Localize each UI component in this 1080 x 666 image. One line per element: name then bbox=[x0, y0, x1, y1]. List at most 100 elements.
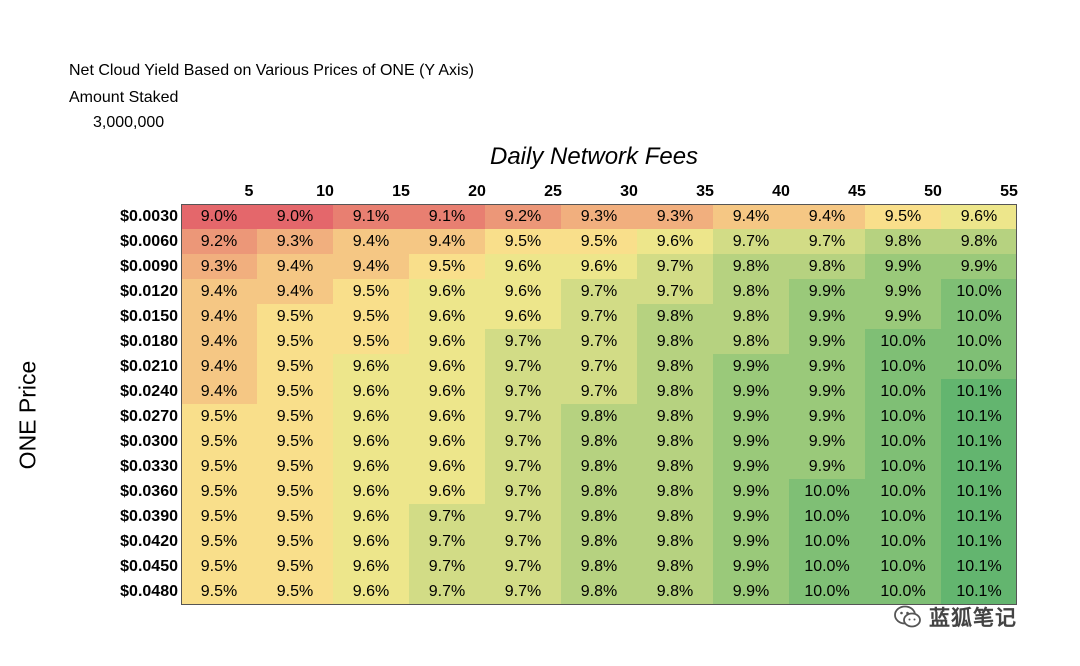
heatmap-cell: 9.4% bbox=[713, 204, 789, 229]
heatmap-cell: 9.7% bbox=[637, 254, 713, 279]
heatmap-cell: 9.2% bbox=[181, 229, 257, 254]
heatmap-cell: 9.6% bbox=[333, 579, 409, 604]
heatmap-cell: 10.0% bbox=[789, 504, 865, 529]
row-label: $0.0450 bbox=[120, 558, 178, 575]
col-label: 10 bbox=[316, 183, 334, 200]
heatmap-cell: 9.9% bbox=[789, 354, 865, 379]
heatmap-cell: 10.0% bbox=[865, 379, 941, 404]
heatmap-cell: 10.0% bbox=[865, 529, 941, 554]
heatmap-cell: 9.8% bbox=[637, 304, 713, 329]
heatmap-cell: 9.8% bbox=[941, 229, 1017, 254]
heatmap-cell: 10.0% bbox=[865, 454, 941, 479]
heatmap-cell: 9.6% bbox=[941, 204, 1017, 229]
row-label: $0.0420 bbox=[120, 533, 178, 550]
heatmap-cell: 9.6% bbox=[333, 429, 409, 454]
heatmap-cell: 9.9% bbox=[789, 429, 865, 454]
heatmap-cell: 9.9% bbox=[789, 304, 865, 329]
heatmap-cell: 9.8% bbox=[713, 254, 789, 279]
heatmap-cell: 9.5% bbox=[865, 204, 941, 229]
watermark-text: 蓝狐笔记 bbox=[929, 607, 1017, 630]
heatmap-cell: 9.8% bbox=[789, 254, 865, 279]
heatmap-cell: 10.1% bbox=[941, 554, 1017, 579]
row-label: $0.0180 bbox=[120, 333, 178, 350]
heatmap-cell: 9.7% bbox=[713, 229, 789, 254]
heatmap-cell: 9.7% bbox=[561, 329, 637, 354]
heatmap-cell: 9.1% bbox=[333, 204, 409, 229]
heatmap-cell: 9.0% bbox=[181, 204, 257, 229]
heatmap-cell: 9.5% bbox=[257, 504, 333, 529]
heatmap-cell: 9.5% bbox=[257, 379, 333, 404]
row-label: $0.0060 bbox=[120, 233, 178, 250]
heatmap-cell: 9.8% bbox=[637, 354, 713, 379]
heatmap-cell: 10.0% bbox=[789, 479, 865, 504]
row-label: $0.0360 bbox=[120, 483, 178, 500]
heatmap-cell: 10.0% bbox=[865, 579, 941, 604]
heatmap-cell: 9.7% bbox=[789, 229, 865, 254]
heatmap-cell: 9.3% bbox=[257, 229, 333, 254]
col-label: 50 bbox=[924, 183, 942, 200]
heatmap-cell: 9.5% bbox=[485, 229, 561, 254]
heatmap-cell: 9.9% bbox=[713, 379, 789, 404]
col-label: 55 bbox=[1000, 183, 1018, 200]
row-label: $0.0390 bbox=[120, 508, 178, 525]
heatmap-cell: 10.1% bbox=[941, 529, 1017, 554]
heatmap-cell: 9.9% bbox=[789, 404, 865, 429]
heatmap-cell: 9.6% bbox=[409, 279, 485, 304]
heatmap-cell: 9.6% bbox=[561, 254, 637, 279]
heatmap-cell: 9.6% bbox=[333, 529, 409, 554]
col-label: 30 bbox=[620, 183, 638, 200]
heatmap-cell: 9.7% bbox=[485, 504, 561, 529]
row-label: $0.0480 bbox=[120, 583, 178, 600]
heatmap-cell: 9.6% bbox=[409, 304, 485, 329]
heatmap-cell: 9.5% bbox=[181, 429, 257, 454]
heatmap-cell: 9.8% bbox=[637, 404, 713, 429]
amount-staked-value: 3,000,000 bbox=[93, 114, 165, 131]
heatmap-cell: 9.8% bbox=[637, 504, 713, 529]
heatmap-cell: 10.1% bbox=[941, 454, 1017, 479]
heatmap-cell: 9.7% bbox=[409, 554, 485, 579]
heatmap-cell: 9.6% bbox=[333, 554, 409, 579]
y-axis-title-wrapper: ONE Price bbox=[8, 361, 48, 470]
heatmap-cell: 9.7% bbox=[485, 379, 561, 404]
heatmap-cell: 9.9% bbox=[865, 279, 941, 304]
heatmap-cell: 9.6% bbox=[333, 454, 409, 479]
heatmap-cell: 9.5% bbox=[181, 579, 257, 604]
heatmap-cell: 9.9% bbox=[789, 279, 865, 304]
heatmap-cell: 9.5% bbox=[257, 554, 333, 579]
amount-staked-label: Amount Staked bbox=[69, 89, 179, 106]
heatmap-cell: 10.0% bbox=[789, 554, 865, 579]
heatmap-cell: 10.1% bbox=[941, 504, 1017, 529]
heatmap-cell: 9.6% bbox=[409, 429, 485, 454]
heatmap-cell: 9.6% bbox=[409, 404, 485, 429]
heatmap-cell: 9.7% bbox=[409, 504, 485, 529]
col-label: 35 bbox=[696, 183, 714, 200]
row-label: $0.0090 bbox=[120, 258, 178, 275]
heatmap-cell: 9.6% bbox=[637, 229, 713, 254]
heatmap-cell: 9.5% bbox=[181, 454, 257, 479]
heatmap-cell: 9.5% bbox=[257, 479, 333, 504]
row-label: $0.0210 bbox=[120, 358, 178, 375]
heatmap-cell: 9.7% bbox=[485, 404, 561, 429]
heatmap-cell: 9.6% bbox=[409, 379, 485, 404]
heatmap-cell: 9.4% bbox=[333, 229, 409, 254]
heatmap-cell: 9.9% bbox=[789, 329, 865, 354]
heatmap-cell: 9.5% bbox=[333, 279, 409, 304]
heatmap-cell: 9.9% bbox=[713, 479, 789, 504]
heatmap-cell: 9.7% bbox=[485, 554, 561, 579]
heatmap-cell: 9.5% bbox=[561, 229, 637, 254]
heatmap-cell: 9.6% bbox=[485, 304, 561, 329]
heatmap-cell: 9.2% bbox=[485, 204, 561, 229]
chart-title: Net Cloud Yield Based on Various Prices … bbox=[69, 62, 474, 79]
col-label: 40 bbox=[772, 183, 790, 200]
heatmap-cell: 9.8% bbox=[637, 479, 713, 504]
row-label: $0.0300 bbox=[120, 433, 178, 450]
heatmap-cell: 9.6% bbox=[333, 479, 409, 504]
heatmap-cell: 9.5% bbox=[333, 329, 409, 354]
col-label: 5 bbox=[244, 183, 254, 200]
heatmap-cell: 9.8% bbox=[561, 579, 637, 604]
heatmap-cell: 9.8% bbox=[637, 379, 713, 404]
heatmap-cell: 10.0% bbox=[941, 304, 1017, 329]
heatmap-cell: 10.1% bbox=[941, 379, 1017, 404]
heatmap-cell: 9.5% bbox=[181, 504, 257, 529]
heatmap-cell: 9.8% bbox=[713, 279, 789, 304]
